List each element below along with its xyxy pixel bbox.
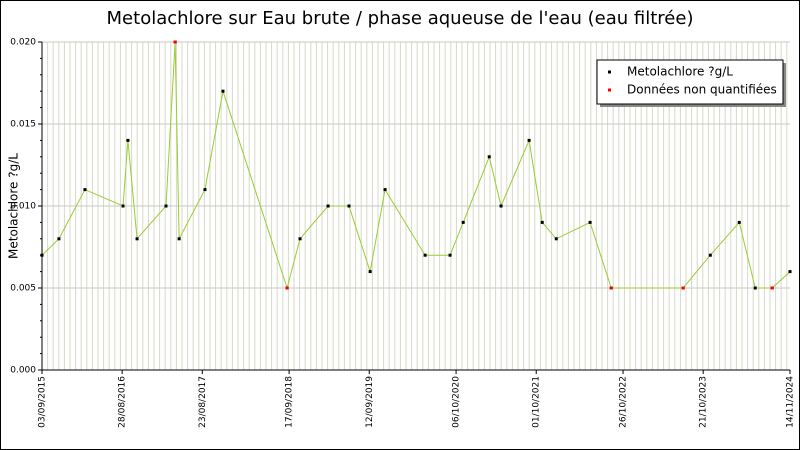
point <box>770 286 774 290</box>
x-tick-label: 06/10/2020 <box>452 376 462 428</box>
point <box>681 286 685 290</box>
point <box>173 40 177 44</box>
point <box>203 188 207 192</box>
x-tick-label: 28/08/2016 <box>118 376 128 428</box>
chart-title: Metolachlore sur Eau brute / phase aqueu… <box>107 8 694 29</box>
point <box>461 220 465 224</box>
point <box>164 204 168 208</box>
point <box>347 204 351 208</box>
x-tick-label: 23/08/2017 <box>198 376 208 428</box>
y-tick-label: 0.015 <box>10 120 36 130</box>
legend-label: Données non quantifiées <box>627 83 777 97</box>
x-tick-label: 03/09/2015 <box>38 376 48 428</box>
x-tick-label: 01/10/2021 <box>532 376 542 428</box>
x-tick-label: 21/10/2023 <box>699 376 709 428</box>
point <box>788 270 792 274</box>
y-tick-label: 0.005 <box>10 284 36 294</box>
point <box>708 253 712 257</box>
point <box>383 188 387 192</box>
point <box>221 89 225 93</box>
point <box>83 188 87 192</box>
point <box>540 220 544 224</box>
point <box>737 220 741 224</box>
point <box>298 237 302 241</box>
point <box>40 253 44 257</box>
point <box>499 204 503 208</box>
x-tick-label: 26/10/2022 <box>619 376 629 428</box>
point <box>487 155 491 159</box>
x-tick-label: 17/09/2018 <box>285 376 295 428</box>
point <box>423 253 427 257</box>
point <box>285 286 289 290</box>
y-tick-label: 0.010 <box>10 202 36 212</box>
point <box>527 138 531 142</box>
point <box>609 286 613 290</box>
point <box>57 237 61 241</box>
y-tick-label: 0.020 <box>10 38 36 48</box>
x-tick-label: 12/09/2019 <box>365 376 375 428</box>
y-tick-label: 0.000 <box>10 366 36 376</box>
legend-marker <box>608 70 611 74</box>
point <box>554 237 558 241</box>
legend-label: Metolachlore ?g/L <box>627 65 733 79</box>
point <box>368 270 372 274</box>
point <box>588 220 592 224</box>
point <box>135 237 139 241</box>
x-tick-label: 14/11/2024 <box>786 376 796 428</box>
y-axis-label: Metolachlore ?g/L <box>7 153 21 259</box>
point <box>448 253 452 257</box>
legend-marker <box>608 88 611 92</box>
point <box>126 138 130 142</box>
point <box>121 204 125 208</box>
point <box>326 204 330 208</box>
point <box>177 237 181 241</box>
legend <box>596 59 784 105</box>
point <box>753 286 757 290</box>
